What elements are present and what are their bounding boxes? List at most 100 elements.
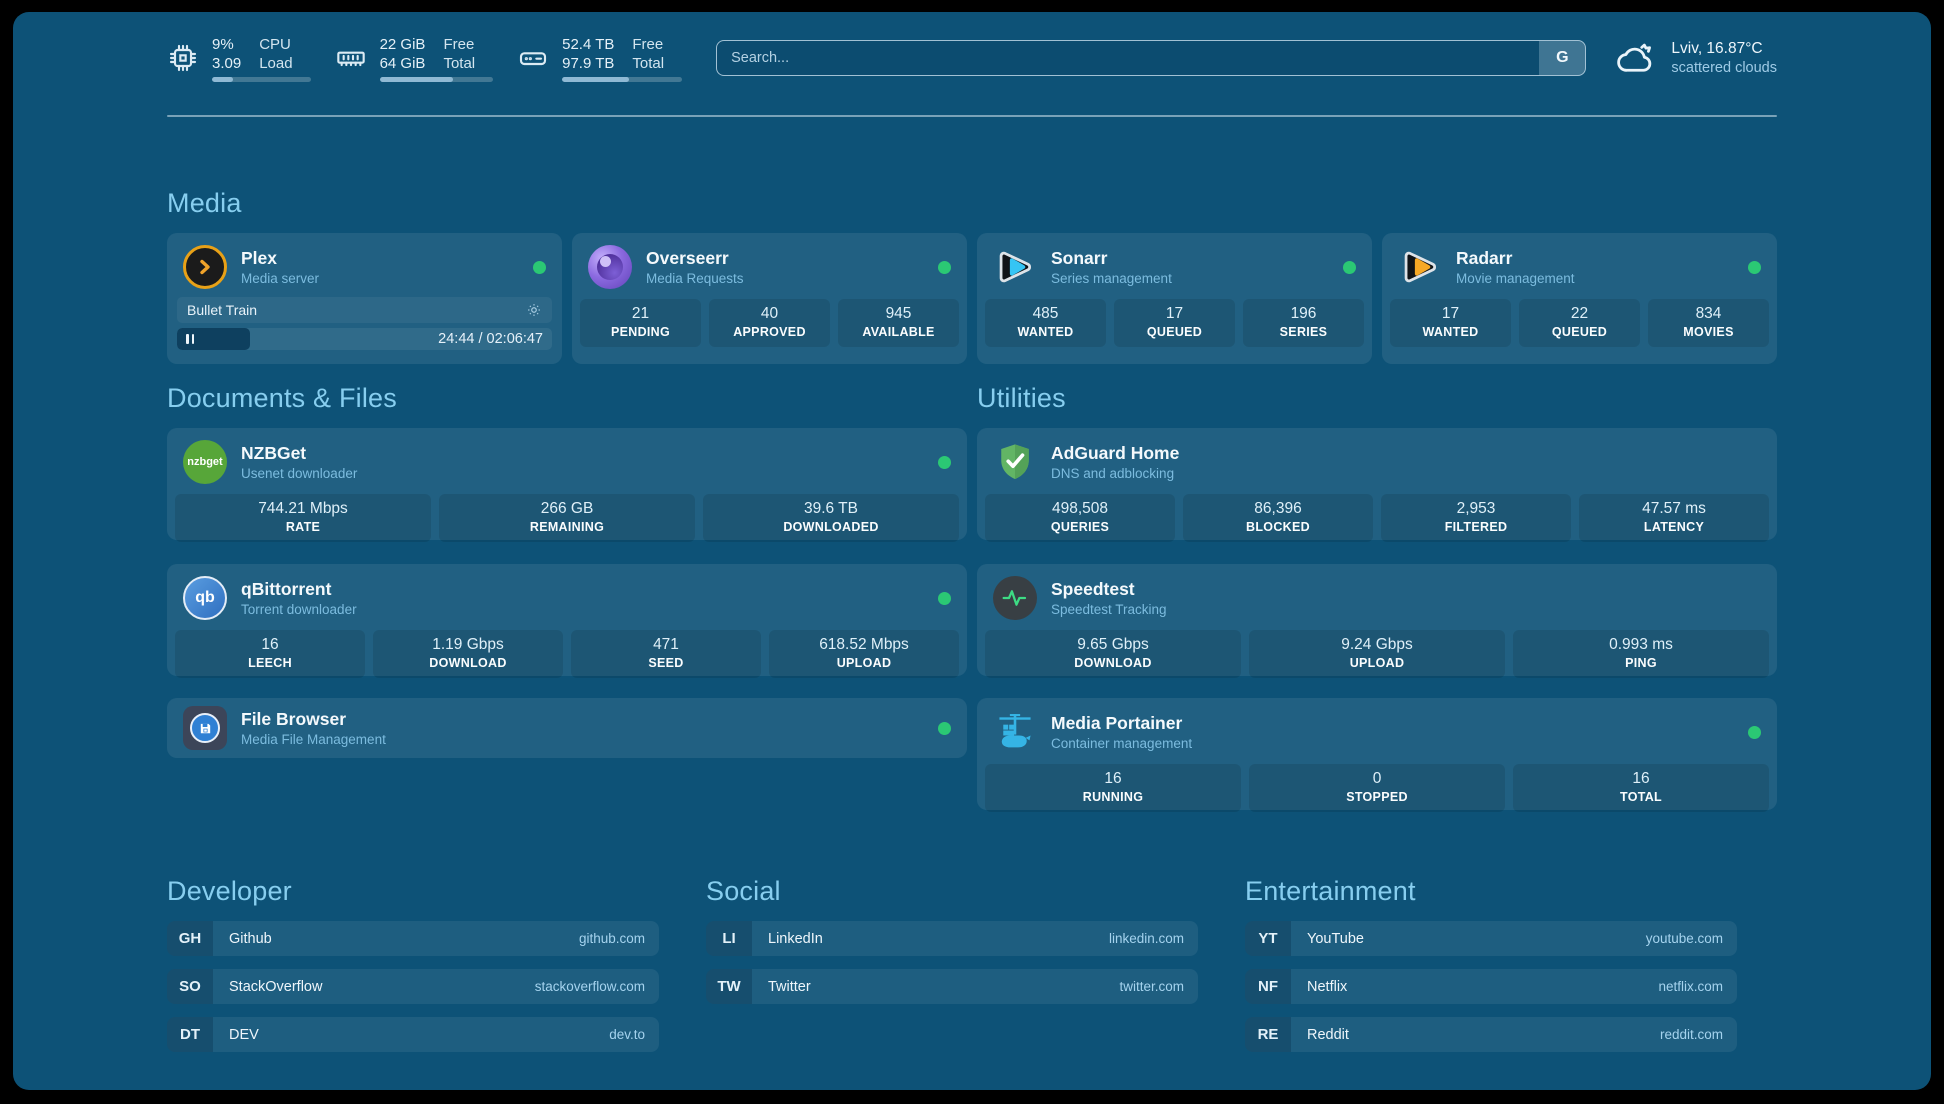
bookmark-name: Twitter: [768, 978, 811, 995]
stat-tile: 744.21 Mbps RATE: [175, 494, 431, 542]
memory-stat: 22 GiB 64 GiB Free Total: [335, 35, 494, 82]
radarr-icon: [1398, 245, 1442, 289]
stat-label: WANTED: [1017, 325, 1074, 339]
bookmark-name: LinkedIn: [768, 930, 823, 947]
bookmark-github[interactable]: GH Github github.com: [167, 921, 659, 956]
service-card-plex[interactable]: Plex Media server Bullet Train: [167, 233, 562, 364]
service-subtitle: Series management: [1051, 270, 1172, 286]
bookmark-youtube[interactable]: YT YouTube youtube.com: [1245, 921, 1737, 956]
memory-icon: [335, 42, 367, 74]
stat-label: UPLOAD: [1349, 656, 1405, 670]
stat-tile: 16 LEECH: [175, 630, 365, 678]
bookmarks: Developer GH Github github.com SO StackO…: [167, 875, 1737, 1052]
stat-value: 39.6 TB: [803, 500, 858, 517]
service-card-file-browser[interactable]: File Browser Media File Management: [167, 698, 967, 758]
section-title-documents: Documents & Files: [167, 383, 397, 413]
bookmark-dev[interactable]: DT DEV dev.to: [167, 1017, 659, 1052]
section-media: Media Plex Media server: [167, 187, 1777, 364]
cpu-load: 3.09: [212, 54, 242, 72]
service-card-nzbget[interactable]: nzbget NZBGet Usenet downloader 744.21 M…: [167, 428, 967, 542]
section-title-developer: Developer: [167, 876, 292, 906]
service-title: qBittorrent: [241, 578, 332, 599]
bookmark-url: twitter.com: [1119, 979, 1184, 994]
cpu-stat: 9% 3.09 CPU Load: [167, 35, 311, 82]
weather-location-temp: Lviv, 16.87°C: [1671, 40, 1763, 57]
stat-tile: 945 AVAILABLE: [838, 299, 959, 347]
bookmark-url: youtube.com: [1645, 931, 1723, 946]
stat-value: 86,396: [1254, 500, 1302, 517]
service-subtitle: Media File Management: [241, 731, 386, 747]
stat-label: TOTAL: [1619, 790, 1662, 804]
stat-tile: 86,396 BLOCKED: [1183, 494, 1373, 542]
memory-free: 22 GiB: [379, 35, 426, 53]
service-card-overseerr[interactable]: Overseerr Media Requests 21 PENDING 40 A…: [572, 233, 967, 364]
pause-icon[interactable]: [186, 334, 194, 344]
stat-tile: 16 RUNNING: [985, 764, 1241, 812]
service-card-media-portainer[interactable]: Media Portainer Container management 16 …: [977, 698, 1777, 812]
stat-value: 0.993 ms: [1609, 636, 1673, 653]
service-card-sonarr[interactable]: Sonarr Series management 485 WANTED 17 Q…: [977, 233, 1372, 364]
stat-value: 2,953: [1456, 500, 1496, 517]
section-title-media: Media: [167, 188, 242, 218]
service-subtitle: DNS and adblocking: [1051, 465, 1175, 481]
bookmark-group-developer: Developer GH Github github.com SO StackO…: [167, 875, 659, 1052]
service-title: File Browser: [241, 708, 347, 729]
playback-progress-bar[interactable]: 24:44 / 02:06:47: [177, 328, 552, 350]
stat-tile: 834 MOVIES: [1648, 299, 1769, 347]
stat-tile: 21 PENDING: [580, 299, 701, 347]
bookmark-abbr: GH: [167, 921, 213, 956]
cloud-icon: [1614, 40, 1658, 76]
now-playing-title: Bullet Train: [187, 302, 258, 318]
stat-label: BLOCKED: [1246, 520, 1310, 534]
service-title: Speedtest: [1051, 578, 1135, 599]
stat-tile: 266 GB REMAINING: [439, 494, 695, 542]
stat-value: 1.19 Gbps: [432, 636, 504, 653]
stat-value: 266 GB: [540, 500, 594, 517]
free-label: Free: [443, 35, 475, 53]
section-documents: Documents & Files nzbget NZBGet Usenet d…: [167, 382, 967, 758]
bookmark-netflix[interactable]: NF Netflix netflix.com: [1245, 969, 1737, 1004]
bookmark-linkedin[interactable]: LI LinkedIn linkedin.com: [706, 921, 1198, 956]
service-title: Sonarr: [1051, 247, 1108, 268]
service-title: Radarr: [1456, 247, 1513, 268]
portainer-icon: [993, 710, 1037, 754]
bookmark-abbr: YT: [1245, 921, 1291, 956]
bookmark-twitter[interactable]: TW Twitter twitter.com: [706, 969, 1198, 1004]
stat-tile: 196 SERIES: [1243, 299, 1364, 347]
bookmark-reddit[interactable]: RE Reddit reddit.com: [1245, 1017, 1737, 1052]
search-bar[interactable]: G: [716, 40, 1587, 76]
total-label: Total: [443, 54, 476, 72]
disk-icon: [517, 42, 549, 74]
service-subtitle: Usenet downloader: [241, 465, 358, 481]
stat-label: UPLOAD: [836, 656, 892, 670]
search-engine-button[interactable]: G: [1539, 41, 1586, 75]
service-subtitle: Media server: [241, 270, 320, 286]
service-card-radarr[interactable]: Radarr Movie management 17 WANTED 22 QUE…: [1382, 233, 1777, 364]
status-dot: [938, 260, 951, 274]
service-card-adguard-home[interactable]: AdGuard Home DNS and adblocking 498,508 …: [977, 428, 1777, 542]
speedtest-icon: [993, 576, 1037, 620]
service-card-speedtest[interactable]: Speedtest Speedtest Tracking 9.65 Gbps D…: [977, 564, 1777, 678]
nzbget-icon: nzbget: [183, 440, 227, 484]
status-dot: [1748, 725, 1761, 739]
stat-value: 945: [885, 305, 912, 322]
search-input[interactable]: [717, 41, 1586, 75]
status-dot: [938, 721, 951, 735]
service-card-qbittorrent[interactable]: qb qBittorrent Torrent downloader 16 LEE…: [167, 564, 967, 678]
gear-icon[interactable]: [526, 302, 542, 318]
stat-label: AVAILABLE: [862, 325, 935, 339]
cpu-percent: 9%: [212, 35, 234, 53]
bookmark-name: StackOverflow: [229, 978, 323, 995]
stat-tile: 1.19 Gbps DOWNLOAD: [373, 630, 563, 678]
service-subtitle: Movie management: [1456, 270, 1575, 286]
bookmark-abbr: LI: [706, 921, 752, 956]
cpu-icon: [167, 42, 199, 74]
stat-label: DOWNLOAD: [429, 656, 507, 670]
stat-tile: 0 STOPPED: [1249, 764, 1505, 812]
stat-label: REMAINING: [529, 520, 605, 534]
service-title: NZBGet: [241, 442, 307, 463]
stat-value: 498,508: [1051, 500, 1109, 517]
bookmark-url: github.com: [578, 931, 645, 946]
stat-value: 196: [1290, 305, 1317, 322]
bookmark-stackoverflow[interactable]: SO StackOverflow stackoverflow.com: [167, 969, 659, 1004]
